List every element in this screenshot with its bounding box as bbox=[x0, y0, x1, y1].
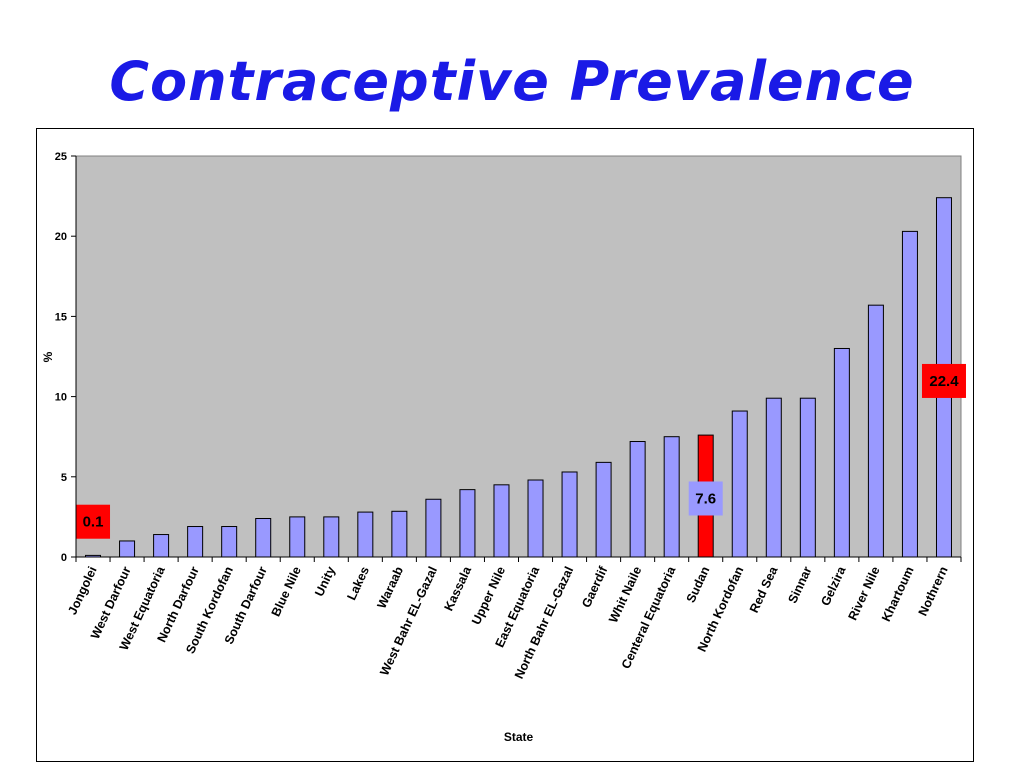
y-tick-label: 25 bbox=[55, 151, 67, 163]
plot-area bbox=[75, 155, 962, 558]
bar-whit-naile bbox=[629, 441, 646, 558]
x-tick-label: Kassala bbox=[441, 563, 474, 613]
x-tick-label: Jongolei bbox=[65, 564, 99, 617]
bar-west-bahr-el-gazal bbox=[425, 498, 442, 558]
bar-blue-nile bbox=[289, 516, 306, 558]
data-callout-label: 22.4 bbox=[929, 373, 959, 390]
x-tick-label: Unity bbox=[312, 564, 338, 598]
bar-north-darfour bbox=[187, 526, 204, 558]
data-callout-box bbox=[688, 481, 723, 516]
bar-south-darfour bbox=[255, 518, 272, 558]
bar-north-bahr-el-gazal bbox=[561, 471, 578, 558]
bar-unity bbox=[323, 516, 340, 558]
x-tick-label: Lakes bbox=[344, 564, 372, 602]
data-callout-label: 7.6 bbox=[695, 490, 716, 507]
bar-gelzira bbox=[833, 347, 850, 558]
y-tick-label: 0 bbox=[61, 552, 67, 564]
bar-khartoum bbox=[901, 230, 918, 558]
y-tick-label: 10 bbox=[55, 392, 67, 404]
x-axis-title: State bbox=[504, 730, 534, 744]
y-tick-label: 5 bbox=[61, 472, 67, 484]
bar-east-equatoria bbox=[527, 479, 544, 558]
y-tick-label: 20 bbox=[55, 231, 67, 243]
x-tick-label: River Nile bbox=[846, 564, 883, 622]
chart-frame: 0 5 10 15 20 25 Jongolei West Darfour West Equa… bbox=[36, 128, 974, 762]
slide-title: Contraceptive Prevalence bbox=[109, 50, 915, 113]
bar-gaerdif bbox=[595, 461, 612, 558]
x-tick-label: Gaerdif bbox=[579, 564, 611, 610]
bar-west-darfour bbox=[119, 540, 136, 558]
x-tick-label: Sudan bbox=[684, 564, 713, 605]
x-tick-label: Khartoum bbox=[879, 564, 917, 623]
bar-river-nile bbox=[867, 304, 884, 558]
bar-north-kordofan bbox=[731, 410, 748, 558]
x-tick-label: Blue Nile bbox=[269, 564, 304, 618]
x-tick-label: Gelzira bbox=[818, 563, 849, 608]
bar-sinnar bbox=[799, 397, 816, 558]
y-axis-title: % bbox=[41, 351, 55, 362]
data-callout: 7.6 bbox=[688, 481, 723, 516]
bar-lakes bbox=[357, 511, 374, 558]
x-tick-label: Upper Nile bbox=[469, 564, 508, 627]
data-callout: 0.1 bbox=[76, 504, 111, 539]
bar-kassala bbox=[459, 489, 476, 558]
data-callout: 22.4 bbox=[921, 363, 966, 398]
bar-waraab bbox=[391, 510, 408, 558]
y-tick-label: 15 bbox=[55, 311, 67, 323]
bar-centeral-equatoria bbox=[663, 436, 680, 558]
x-tick-label: Sinnar bbox=[785, 564, 814, 605]
bar-west-equatoria bbox=[153, 534, 170, 558]
bar-south-kordofan bbox=[221, 526, 238, 558]
x-tick-label: Whit Naile bbox=[606, 564, 644, 625]
bar-red-sea bbox=[765, 397, 782, 558]
bar-upper-nile bbox=[493, 484, 510, 558]
data-callout-box bbox=[921, 363, 966, 398]
data-callout-box bbox=[76, 504, 111, 539]
x-tick-label: Red Sea bbox=[747, 563, 781, 615]
x-tick-label: Nothrern bbox=[916, 564, 951, 618]
x-tick-label: Waraab bbox=[375, 564, 407, 611]
data-callout-label: 0.1 bbox=[83, 514, 104, 531]
